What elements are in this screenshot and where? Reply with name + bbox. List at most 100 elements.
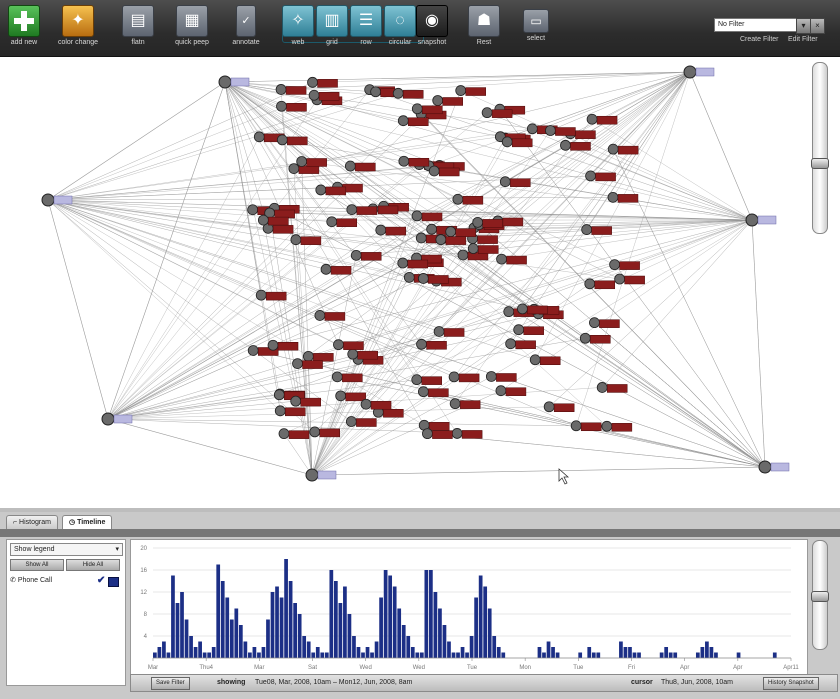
graph-node[interactable] — [513, 324, 544, 336]
web-layout-button[interactable]: ✧ web — [276, 5, 320, 46]
graph-node[interactable] — [589, 317, 620, 329]
graph-node[interactable] — [308, 89, 340, 101]
graph-canvas[interactable] — [0, 57, 812, 502]
graph-hub-node[interactable] — [41, 193, 73, 207]
graph-node[interactable] — [278, 428, 310, 440]
graph-node[interactable] — [545, 125, 576, 136]
save-filter-button[interactable]: Save Filter — [151, 677, 190, 690]
graph-node[interactable] — [290, 234, 322, 246]
graph-hub-node[interactable] — [745, 213, 777, 227]
graph-node[interactable] — [247, 345, 279, 356]
graph-node[interactable] — [257, 214, 289, 226]
timeline-histogram[interactable]: 20 16 12 8 4 Mar Thu4 Mar Sat Wed Wed Tue Mon Tue Fri A… — [130, 539, 808, 676]
graph-zoom-slider[interactable] — [811, 62, 829, 234]
graph-node[interactable] — [505, 338, 536, 350]
graph-node[interactable] — [320, 263, 352, 275]
graph-node[interactable] — [309, 426, 340, 438]
graph-node[interactable] — [345, 416, 377, 427]
network-graph[interactable] — [0, 57, 812, 502]
graph-node[interactable] — [276, 134, 308, 146]
filter-select[interactable]: No Filter — [714, 18, 809, 32]
graph-node[interactable] — [416, 338, 447, 350]
filter-clear-button[interactable]: × — [810, 18, 825, 34]
graph-node[interactable] — [296, 156, 327, 167]
graph-node[interactable] — [307, 76, 338, 88]
visibility-check-icon[interactable]: ✔ — [97, 575, 106, 586]
graph-node[interactable] — [560, 139, 591, 151]
graph-node[interactable] — [422, 428, 453, 440]
timeline-zoom-slider[interactable] — [811, 540, 829, 650]
graph-node[interactable] — [346, 204, 378, 215]
graph-node[interactable] — [397, 115, 429, 127]
histogram-chart[interactable]: 20 16 12 8 4 Mar Thu4 Mar Sat Wed Wed Tue Mon Tue Fri A… — [131, 540, 807, 675]
graph-node[interactable] — [302, 350, 334, 362]
hide-all-button[interactable]: Hide All — [66, 559, 120, 571]
graph-node[interactable] — [452, 193, 484, 205]
graph-node[interactable] — [360, 398, 392, 410]
graph-hub-node[interactable] — [101, 412, 133, 426]
graph-node[interactable] — [335, 390, 366, 402]
graph-node[interactable] — [596, 382, 628, 393]
graph-node[interactable] — [314, 310, 346, 321]
legend-select[interactable]: Show legend ▾ — [10, 543, 123, 556]
graph-node[interactable] — [253, 131, 285, 143]
edit-filter-link[interactable]: Edit Filter — [788, 36, 818, 43]
tab-timeline[interactable]: ◷ Timeline — [62, 515, 113, 530]
graph-node[interactable] — [375, 224, 407, 236]
graph-node[interactable] — [262, 222, 294, 234]
graph-node[interactable] — [392, 87, 424, 99]
graph-node[interactable] — [570, 420, 602, 432]
show-all-button[interactable]: Show All — [10, 559, 64, 571]
panel-divider[interactable] — [0, 508, 840, 512]
graph-hub-node[interactable] — [218, 75, 250, 89]
legend-item[interactable]: ✆ Phone Call ✔ — [10, 575, 120, 587]
graph-node[interactable] — [457, 249, 489, 261]
graph-node[interactable] — [292, 358, 323, 369]
graph-node[interactable] — [449, 398, 481, 410]
snapshot-button[interactable]: ◉ snapshot — [410, 5, 454, 46]
graph-node[interactable] — [609, 259, 640, 271]
graph-node[interactable] — [581, 224, 612, 235]
circular-layout-button[interactable]: ◌ circular — [378, 5, 422, 46]
graph-node[interactable] — [529, 354, 561, 366]
graph-node[interactable] — [326, 216, 358, 228]
graph-node[interactable] — [290, 395, 321, 407]
graph-node[interactable] — [274, 405, 306, 417]
graph-node[interactable] — [607, 143, 639, 155]
graph-node[interactable] — [501, 136, 533, 148]
select-button[interactable]: ▭ select — [514, 5, 558, 42]
graph-node[interactable] — [333, 339, 364, 351]
graph-node[interactable] — [496, 253, 527, 265]
graph-node[interactable] — [411, 374, 443, 386]
graph-node[interactable] — [467, 243, 499, 254]
graph-hub-node[interactable] — [305, 468, 337, 482]
graph-node[interactable] — [435, 234, 467, 246]
series-color-swatch[interactable] — [108, 577, 119, 587]
graph-node[interactable] — [331, 371, 363, 383]
graph-node[interactable] — [418, 419, 450, 431]
graph-node[interactable] — [517, 303, 548, 315]
graph-node[interactable] — [472, 216, 503, 228]
graph-node[interactable] — [417, 386, 449, 398]
graph-node[interactable] — [607, 191, 639, 203]
graph-node[interactable] — [276, 100, 307, 112]
add-new-button[interactable]: add new — [2, 5, 46, 46]
graph-node[interactable] — [481, 107, 513, 119]
graph-node[interactable] — [267, 339, 299, 351]
graph-node[interactable] — [455, 85, 486, 96]
graph-node[interactable] — [485, 371, 517, 382]
quick-peep-button[interactable]: ▦ quick peep — [170, 5, 214, 46]
flatten-button[interactable]: ▤ flatn — [116, 5, 160, 46]
color-change-button[interactable]: ✦ color change — [56, 5, 100, 46]
graph-node[interactable] — [411, 210, 443, 222]
graph-node[interactable] — [275, 84, 307, 95]
graph-node[interactable] — [350, 249, 382, 261]
graph-node[interactable] — [451, 428, 483, 439]
graph-node[interactable] — [433, 326, 465, 337]
filter-dropdown-button[interactable]: ▾ — [796, 18, 811, 34]
graph-node[interactable] — [601, 420, 633, 432]
graph-node[interactable] — [614, 273, 645, 285]
graph-node[interactable] — [397, 257, 429, 269]
graph-node[interactable] — [398, 155, 430, 167]
graph-node[interactable] — [344, 160, 376, 172]
